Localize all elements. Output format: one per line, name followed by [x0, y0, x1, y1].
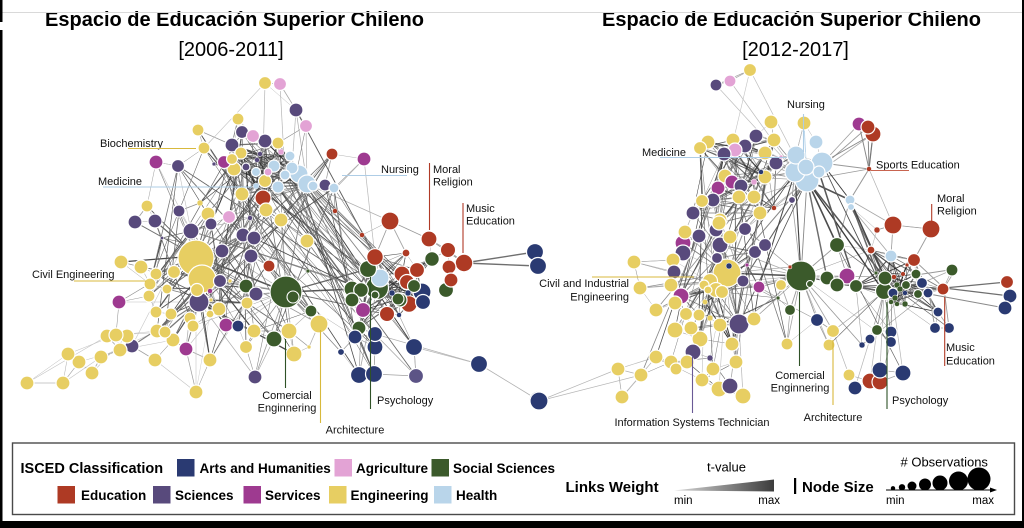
svg-text:Psychology: Psychology: [377, 395, 434, 407]
svg-text:# Observations: # Observations: [901, 455, 989, 470]
svg-text:[2006-2011]: [2006-2011]: [178, 39, 283, 61]
svg-text:Enginnering: Enginnering: [258, 403, 317, 415]
svg-text:Engineering: Engineering: [351, 488, 429, 503]
svg-text:Civil Engineering: Civil Engineering: [32, 269, 115, 281]
svg-text:Education: Education: [81, 488, 146, 503]
svg-text:Moral: Moral: [937, 193, 965, 205]
svg-text:[2012-2017]: [2012-2017]: [742, 39, 849, 61]
svg-text:Architecture: Architecture: [326, 425, 385, 437]
svg-text:Education: Education: [946, 356, 995, 368]
svg-text:Medicine: Medicine: [98, 176, 142, 188]
svg-text:Arts and Humanities: Arts and Humanities: [200, 461, 331, 476]
svg-text:Espacio de Educación Superior: Espacio de Educación Superior Chileno: [45, 9, 424, 31]
svg-text:Architecture: Architecture: [804, 412, 863, 424]
svg-text:Religion: Religion: [433, 177, 473, 189]
svg-text:Health: Health: [456, 488, 497, 503]
svg-text:Nursing: Nursing: [381, 164, 419, 176]
svg-text:Services: Services: [265, 488, 321, 503]
svg-text:Biochemistry: Biochemistry: [100, 138, 163, 150]
svg-text:Sciences: Sciences: [175, 488, 234, 503]
svg-text:Social Sciences: Social Sciences: [453, 461, 555, 476]
svg-text:t-value: t-value: [707, 460, 746, 475]
svg-text:Psychology: Psychology: [892, 395, 949, 407]
svg-text:max: max: [758, 495, 780, 507]
svg-text:Node Size: Node Size: [802, 479, 874, 496]
svg-text:Information Systems Technician: Information Systems Technician: [614, 417, 769, 429]
svg-text:max: max: [972, 495, 994, 507]
svg-text:Enginnering: Enginnering: [771, 383, 830, 395]
svg-text:min: min: [674, 495, 693, 507]
svg-text:Education: Education: [466, 216, 515, 228]
svg-text:Links Weight: Links Weight: [566, 479, 659, 496]
svg-text:Comercial: Comercial: [262, 390, 312, 402]
svg-text:min: min: [886, 495, 905, 507]
svg-text:Sports Education: Sports Education: [876, 160, 960, 172]
svg-text:Medicine: Medicine: [642, 147, 686, 159]
svg-text:Civil and Industrial: Civil and Industrial: [539, 278, 629, 290]
svg-text:Engineering: Engineering: [570, 292, 629, 304]
svg-text:Music: Music: [466, 203, 495, 215]
svg-text:Religion: Religion: [937, 206, 977, 218]
svg-text:Comercial: Comercial: [775, 370, 825, 382]
svg-text:Moral: Moral: [433, 164, 461, 176]
svg-text:Agriculture: Agriculture: [356, 461, 429, 476]
svg-text:ISCED Classification: ISCED Classification: [21, 461, 164, 477]
svg-text:Nursing: Nursing: [787, 99, 825, 111]
svg-text:Music: Music: [946, 342, 975, 354]
svg-text:Espacio de Educación Superior: Espacio de Educación Superior Chileno: [602, 9, 981, 31]
